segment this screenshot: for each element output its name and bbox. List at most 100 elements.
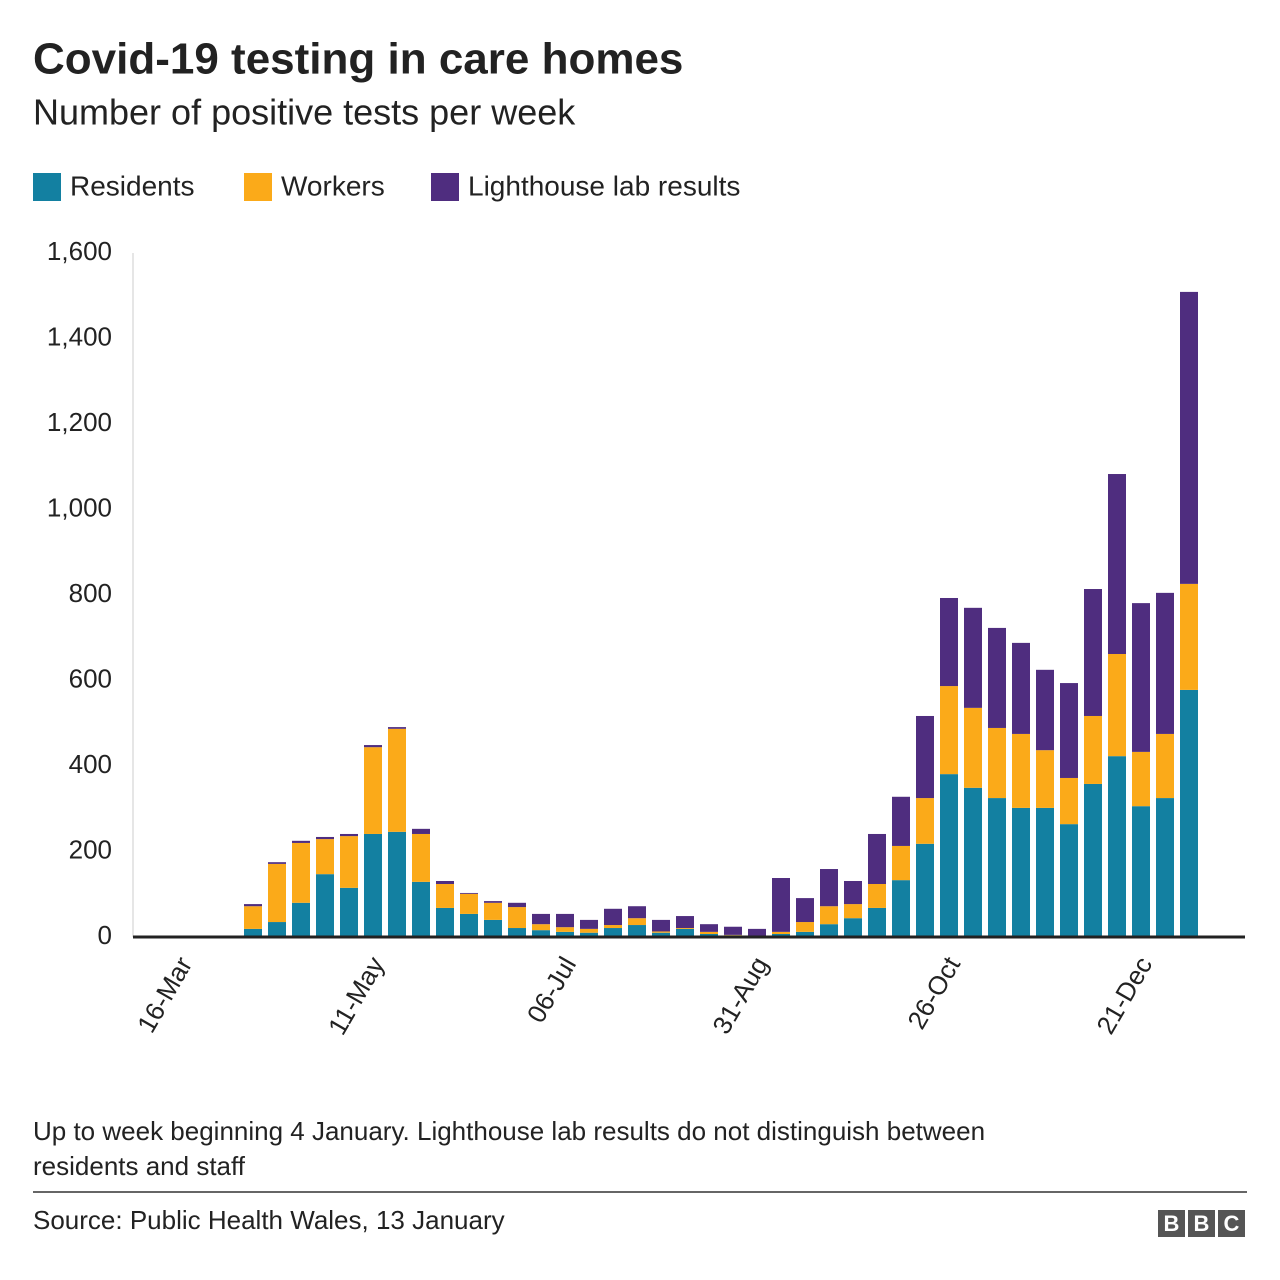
- bar-segment: [316, 874, 334, 937]
- bar-segment: [1180, 291, 1198, 584]
- bar-segment: [436, 907, 454, 937]
- bar-segment: [676, 928, 694, 929]
- logo-letter: B: [1194, 1211, 1210, 1236]
- chart-title: Covid-19 testing in care homes: [33, 35, 683, 84]
- bar-segment: [436, 880, 454, 884]
- bar-segment: [940, 597, 958, 687]
- bar-segment: [388, 727, 406, 729]
- bar-segment: [604, 925, 622, 929]
- bar-segment: [292, 902, 310, 937]
- bar-segment: [628, 918, 646, 926]
- bar-segment: [700, 931, 718, 935]
- bar-segment: [1108, 756, 1126, 937]
- bar-segment: [820, 869, 838, 907]
- bar-segment: [1132, 806, 1150, 937]
- y-tick-label: 600: [69, 663, 112, 693]
- y-tick-label: 1,600: [47, 236, 112, 266]
- bar-segment: [388, 831, 406, 937]
- chart-subtitle: Number of positive tests per week: [33, 92, 576, 133]
- logo: B B C: [1158, 1210, 1245, 1237]
- bar-segment: [1108, 653, 1126, 757]
- y-tick-label: 200: [69, 834, 112, 864]
- source: Source: Public Health Wales, 13 January: [33, 1205, 505, 1235]
- bar-segment: [484, 902, 502, 920]
- bar-segment: [244, 928, 262, 937]
- y-tick-label: 800: [69, 578, 112, 608]
- bar-segment: [628, 925, 646, 937]
- bar-segment: [844, 880, 862, 905]
- logo-box: [1158, 1210, 1185, 1237]
- bar-segment: [1132, 603, 1150, 752]
- bar-segment: [868, 833, 886, 884]
- bar-segment: [364, 833, 382, 937]
- y-tick-label: 400: [69, 749, 112, 779]
- y-tick-label: 1,200: [47, 407, 112, 437]
- bar-segment: [1156, 798, 1174, 937]
- bar-segment: [292, 840, 310, 843]
- bar-segment: [964, 707, 982, 788]
- bar-segment: [268, 863, 286, 923]
- bar-segment: [964, 787, 982, 937]
- bar-segment: [988, 727, 1006, 799]
- bar-segment: [820, 906, 838, 925]
- bar-segment: [340, 836, 358, 888]
- legend-label: Residents: [70, 170, 195, 201]
- footnote: Up to week beginning 4 January. Lighthou…: [33, 1116, 985, 1146]
- bar-segment: [532, 924, 550, 931]
- bar-segment: [1012, 807, 1030, 937]
- bar-segment: [436, 883, 454, 908]
- bar-segment: [460, 913, 478, 937]
- bar-segment: [892, 880, 910, 937]
- bar-segment: [292, 842, 310, 903]
- bar-segment: [1060, 777, 1078, 825]
- bar-segment: [1084, 715, 1102, 784]
- bar-segment: [988, 798, 1006, 937]
- bar-segment: [820, 924, 838, 937]
- bar-segment: [1108, 474, 1126, 654]
- y-tick-label: 1,000: [47, 492, 112, 522]
- bar-segment: [1132, 751, 1150, 807]
- bar-segment: [1012, 642, 1030, 734]
- y-tick-label: 1,400: [47, 321, 112, 351]
- logo-box: [1188, 1210, 1215, 1237]
- bar-segment: [772, 931, 790, 935]
- bar-segment: [460, 893, 478, 914]
- bar-segment: [340, 833, 358, 837]
- bar-segment: [1036, 750, 1054, 808]
- footnote: residents and staff: [33, 1151, 246, 1181]
- bar-segment: [388, 728, 406, 832]
- bar-segment: [916, 715, 934, 799]
- bar-segment: [892, 796, 910, 846]
- bar-segment: [1060, 824, 1078, 937]
- bar-segment: [556, 913, 574, 928]
- bar-segment: [580, 919, 598, 929]
- bar-segment: [460, 892, 478, 894]
- bar-segment: [844, 918, 862, 937]
- bar-segment: [604, 908, 622, 926]
- bar-segment: [508, 902, 526, 908]
- bar-segment: [1060, 683, 1078, 778]
- bar-segment: [676, 916, 694, 929]
- bar-segment: [652, 932, 670, 937]
- bar-segment: [1156, 592, 1174, 734]
- bar-segment: [796, 922, 814, 932]
- bar-segment: [604, 928, 622, 937]
- legend-swatch: [431, 173, 459, 201]
- logo-letter: B: [1164, 1211, 1180, 1236]
- bar-segment: [916, 798, 934, 844]
- bar-segment: [1036, 807, 1054, 937]
- bar-segment: [868, 907, 886, 937]
- bar-segment: [412, 828, 430, 834]
- bar-segment: [1156, 733, 1174, 799]
- bar-segment: [532, 930, 550, 937]
- bar-segment: [556, 931, 574, 937]
- bar-segment: [652, 931, 670, 933]
- bar-segment: [892, 845, 910, 881]
- bar-segment: [1084, 589, 1102, 716]
- bar-segment: [1180, 689, 1198, 937]
- bar-segment: [316, 839, 334, 875]
- bar-segment: [940, 686, 958, 775]
- bar-segment: [652, 919, 670, 932]
